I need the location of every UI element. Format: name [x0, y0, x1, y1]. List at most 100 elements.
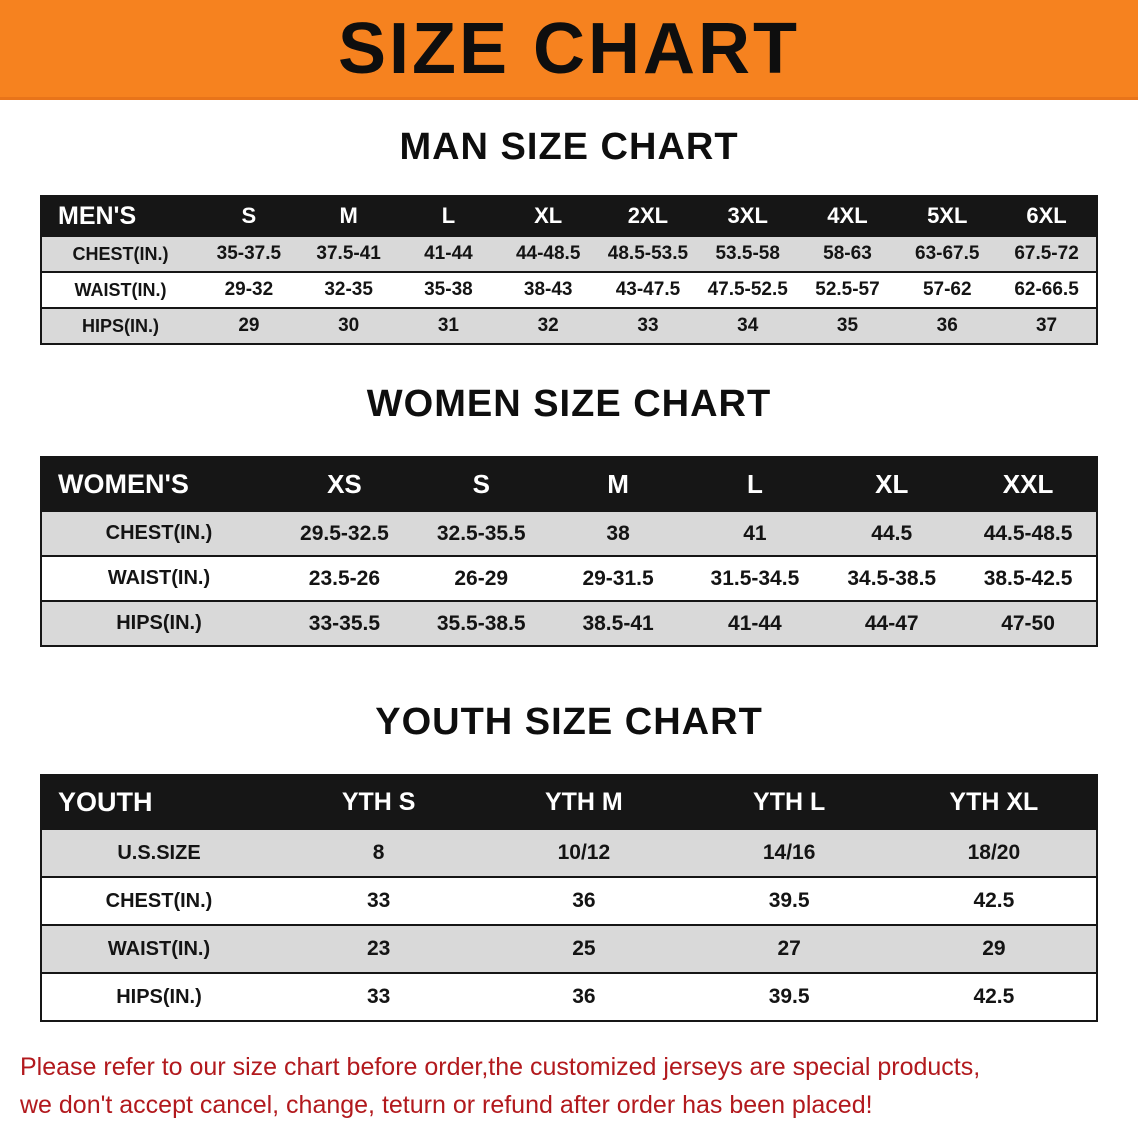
women-size-section: WOMEN SIZE CHART WOMEN'S XS S M L XL XXL CHEST(… [0, 383, 1138, 647]
value-cell: 67.5-72 [997, 235, 1097, 272]
value-cell: 26-29 [412, 555, 550, 601]
men-size-section: MAN SIZE CHART MEN'S S M L XL 2XL 3XL 4XL 5XL 6XL… [0, 126, 1138, 345]
row-label-cell: CHEST(IN.) [41, 876, 276, 925]
women-size-table: WOMEN'S XS S M L XL XXL CHEST(IN.) 29.5-32.5 32.5… [40, 456, 1098, 647]
size-header-cell: 6XL [997, 196, 1097, 236]
value-cell: 47-50 [960, 600, 1097, 646]
size-header-cell: YTH L [686, 775, 892, 829]
value-cell: 38-43 [498, 271, 599, 308]
value-cell: 32 [498, 307, 599, 344]
value-cell: 38.5-41 [549, 600, 687, 646]
value-cell: 29-31.5 [549, 555, 687, 601]
row-label-cell: CHEST(IN.) [41, 235, 199, 272]
size-header-cell: L [398, 196, 499, 236]
value-cell: 23 [276, 924, 482, 973]
value-cell: 33 [598, 307, 698, 344]
row-label-cell: WAIST(IN.) [41, 924, 276, 973]
value-cell: 23.5-26 [276, 555, 413, 601]
size-header-cell: YTH M [481, 775, 687, 829]
value-cell: 31.5-34.5 [686, 555, 824, 601]
table-title-cell: WOMEN'S [41, 457, 276, 511]
measurement-row: HIPS(IN.) 29 30 31 32 33 34 35 36 37 [41, 307, 1097, 344]
value-cell: 47.5-52.5 [697, 271, 798, 308]
value-cell: 18/20 [891, 828, 1097, 877]
value-cell: 8 [276, 828, 482, 877]
measurement-row: CHEST(IN.) 33 36 39.5 42.5 [41, 876, 1097, 925]
value-cell: 58-63 [797, 235, 898, 272]
measurement-row: WAIST(IN.) 23 25 27 29 [41, 924, 1097, 973]
size-header-cell: 5XL [897, 196, 998, 236]
value-cell: 34.5-38.5 [823, 555, 961, 601]
value-cell: 38.5-42.5 [960, 555, 1097, 601]
disclaimer-line-2: we don't accept cancel, change, teturn o… [20, 1091, 873, 1119]
size-header-cell: M [549, 457, 687, 511]
disclaimer: Please refer to our size chart before or… [20, 1048, 1118, 1124]
row-label-cell: WAIST(IN.) [41, 271, 199, 308]
value-cell: 44-47 [823, 600, 961, 646]
value-cell: 34 [697, 307, 798, 344]
value-cell: 62-66.5 [997, 271, 1097, 308]
value-cell: 38 [549, 510, 687, 556]
measurement-row: WAIST(IN.) 23.5-26 26-29 29-31.5 31.5-34.5 34… [41, 555, 1097, 601]
size-header-cell: S [199, 196, 299, 236]
table-title-cell: YOUTH [41, 775, 276, 829]
value-cell: 44.5-48.5 [960, 510, 1097, 556]
value-cell: 32-35 [298, 271, 399, 308]
size-header-cell: M [298, 196, 399, 236]
measurement-row: U.S.SIZE 8 10/12 14/16 18/20 [41, 828, 1097, 877]
size-header-cell: L [686, 457, 824, 511]
measurement-row: HIPS(IN.) 33 36 39.5 42.5 [41, 972, 1097, 1021]
value-cell: 29 [199, 307, 299, 344]
value-cell: 33 [276, 972, 482, 1021]
table-title-cell: MEN'S [41, 196, 199, 236]
measurement-row: WAIST(IN.) 29-32 32-35 35-38 38-43 43-47.5 47.… [41, 271, 1097, 308]
table-header-row: MEN'S S M L XL 2XL 3XL 4XL 5XL 6XL [41, 196, 1097, 236]
size-header-cell: YTH S [276, 775, 482, 829]
size-header-cell: 2XL [598, 196, 698, 236]
value-cell: 39.5 [686, 972, 892, 1021]
disclaimer-line-1: Please refer to our size chart before or… [20, 1053, 981, 1081]
value-cell: 36 [481, 876, 687, 925]
value-cell: 35.5-38.5 [412, 600, 550, 646]
women-section-heading: WOMEN SIZE CHART [366, 383, 772, 425]
value-cell: 37 [997, 307, 1097, 344]
value-cell: 29 [891, 924, 1097, 973]
value-cell: 44.5 [823, 510, 961, 556]
value-cell: 33-35.5 [276, 600, 413, 646]
row-label-cell: HIPS(IN.) [41, 972, 276, 1021]
row-label-cell: CHEST(IN.) [41, 510, 276, 556]
value-cell: 36 [897, 307, 998, 344]
value-cell: 37.5-41 [298, 235, 399, 272]
row-label-cell: HIPS(IN.) [41, 307, 199, 344]
measurement-row: HIPS(IN.) 33-35.5 35.5-38.5 38.5-41 41-44 44-… [41, 600, 1097, 646]
value-cell: 36 [481, 972, 687, 1021]
page-title: SIZE CHART [338, 8, 800, 89]
youth-section-heading: YOUTH SIZE CHART [375, 701, 763, 743]
value-cell: 52.5-57 [797, 271, 898, 308]
size-chart-banner: SIZE CHART [0, 0, 1138, 100]
table-header-row: YOUTH YTH S YTH M YTH L YTH XL [41, 775, 1097, 829]
value-cell: 30 [298, 307, 399, 344]
men-section-heading: MAN SIZE CHART [399, 126, 739, 168]
value-cell: 44-48.5 [498, 235, 599, 272]
value-cell: 14/16 [686, 828, 892, 877]
row-label-cell: HIPS(IN.) [41, 600, 276, 646]
value-cell: 39.5 [686, 876, 892, 925]
value-cell: 29-32 [199, 271, 299, 308]
row-label-cell: U.S.SIZE [41, 828, 276, 877]
value-cell: 35-37.5 [199, 235, 299, 272]
value-cell: 53.5-58 [697, 235, 798, 272]
youth-size-table: YOUTH YTH S YTH M YTH L YTH XL U.S.SIZE 8 10/12… [40, 774, 1098, 1022]
size-header-cell: YTH XL [891, 775, 1097, 829]
value-cell: 48.5-53.5 [598, 235, 698, 272]
value-cell: 63-67.5 [897, 235, 998, 272]
value-cell: 33 [276, 876, 482, 925]
value-cell: 29.5-32.5 [276, 510, 413, 556]
value-cell: 42.5 [891, 972, 1097, 1021]
size-header-cell: XS [276, 457, 413, 511]
value-cell: 41-44 [686, 600, 824, 646]
size-header-cell: XXL [960, 457, 1097, 511]
size-header-cell: 4XL [797, 196, 898, 236]
value-cell: 31 [398, 307, 499, 344]
size-header-cell: S [412, 457, 550, 511]
